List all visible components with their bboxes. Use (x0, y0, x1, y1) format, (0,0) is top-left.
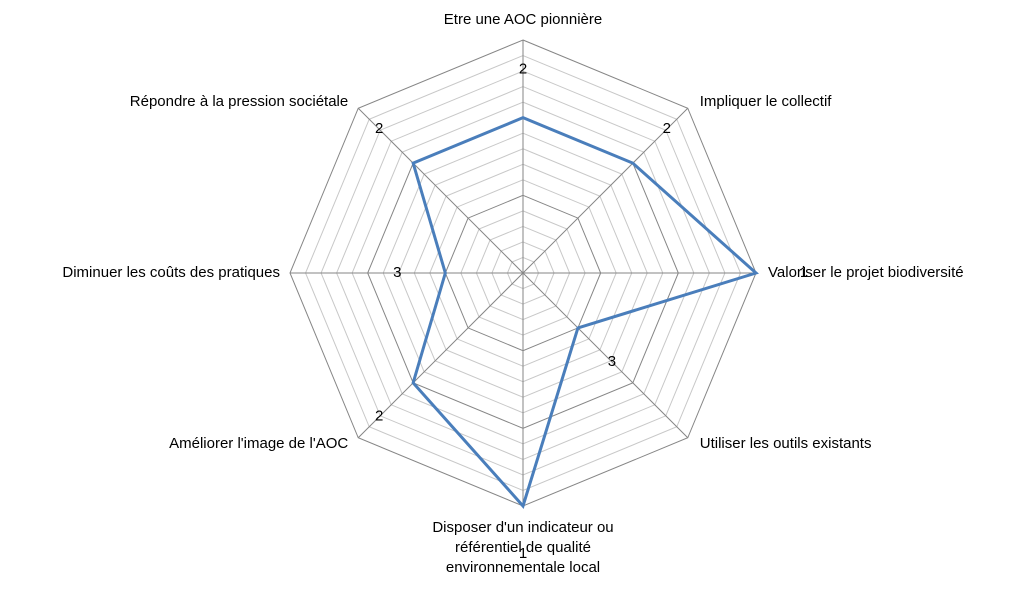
category-label: Impliquer le collectif (699, 93, 832, 111)
category-label: Utiliser les outils existants (699, 434, 872, 452)
category-label: Diminuer les coûts des pratiques (62, 264, 280, 281)
data-label: 1 (519, 545, 527, 562)
category-label: Etre une AOC pionnière (443, 11, 603, 28)
data-label: 2 (375, 408, 383, 425)
data-label: 3 (393, 264, 401, 281)
spoke (357, 107, 524, 274)
data-label: 2 (519, 61, 527, 78)
data-label: 1 (800, 264, 808, 281)
spoke (522, 272, 689, 439)
spoke (522, 107, 689, 274)
data-label: 2 (375, 120, 383, 137)
data-label: 2 (663, 120, 671, 137)
spoke (357, 272, 524, 439)
data-label: 3 (608, 353, 616, 370)
category-label: Améliorer l'image de l'AOC (169, 434, 349, 452)
series-line (411, 116, 759, 509)
category-label: Valoriser le projet biodiversité (768, 264, 964, 281)
category-label: Répondre à la pression sociétale (129, 93, 349, 111)
category-label: Disposer d'un indicateur ou référentiel … (432, 519, 614, 576)
